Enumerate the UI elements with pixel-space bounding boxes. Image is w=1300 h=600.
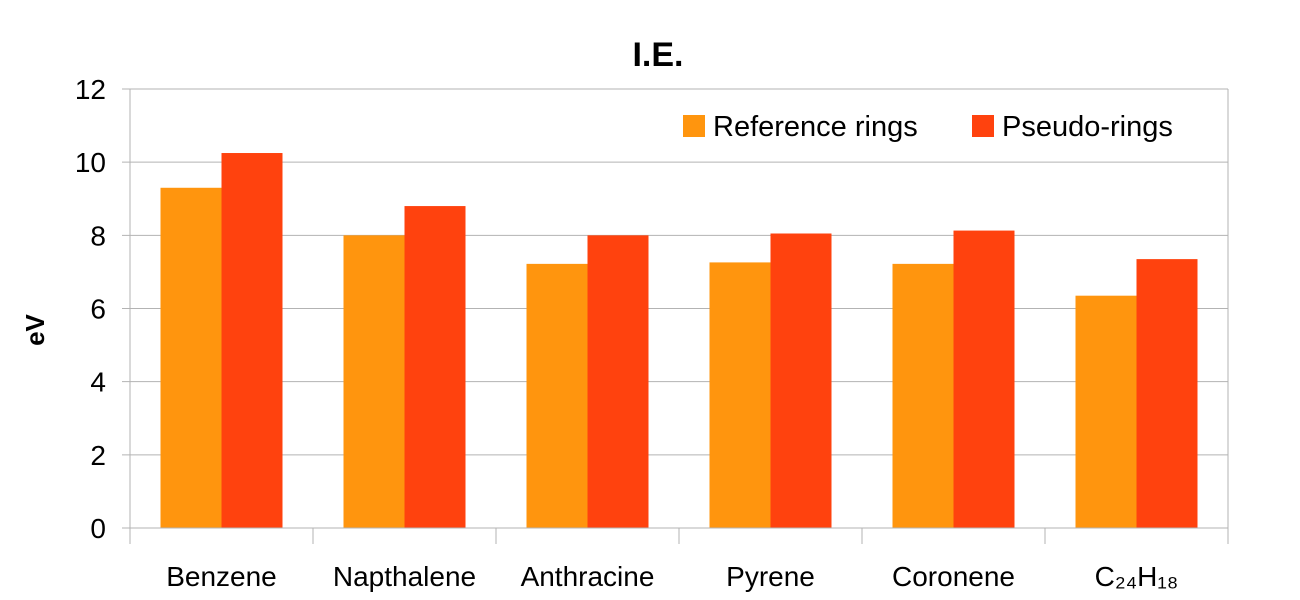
bar-pseudo-rings [221,153,283,529]
bar-reference-rings [892,263,954,528]
bar-reference-rings [160,187,222,528]
gridlines [122,88,1228,529]
y-tick-label: 0 [90,513,106,544]
bar-pseudo-rings [770,233,832,529]
legend-swatch [972,115,994,137]
y-tick-label: 6 [90,294,106,325]
bar-pseudo-rings [953,230,1015,528]
bars [160,153,1198,529]
legend: Reference rings Pseudo-rings [683,111,1173,143]
y-tick-label: 8 [90,220,106,251]
bar-pseudo-rings [1136,259,1198,528]
legend-label: Pseudo-rings [1002,111,1173,143]
y-axis-label: eV [20,313,50,345]
x-category-label: Benzene [166,561,277,592]
legend-label: Reference rings [713,111,918,143]
x-category-label: Napthalene [333,561,476,592]
y-tick-labels: 0 2 4 6 8 10 12 [75,74,106,544]
bar-reference-rings [1075,295,1137,528]
category-labels: Benzene Napthalene Anthracine Pyrene Coronen… [166,561,1178,592]
axes [129,89,1229,544]
bar-reference-rings [526,263,588,528]
x-category-label: Anthracine [521,561,655,592]
x-category-label: C₂₄H₁₈ [1095,561,1179,592]
legend-swatch [683,115,705,137]
x-category-label: Coronene [892,561,1015,592]
bar-pseudo-rings [587,235,649,529]
x-category-label: Pyrene [726,561,815,592]
chart-title: I.E. [632,36,683,74]
bar-pseudo-rings [404,206,466,529]
bar-reference-rings [343,235,405,529]
y-tick-label: 10 [75,147,106,178]
y-tick-label: 4 [90,367,106,398]
y-tick-label: 12 [75,74,106,105]
y-tick-label: 2 [90,440,106,471]
bar-reference-rings [709,262,771,528]
